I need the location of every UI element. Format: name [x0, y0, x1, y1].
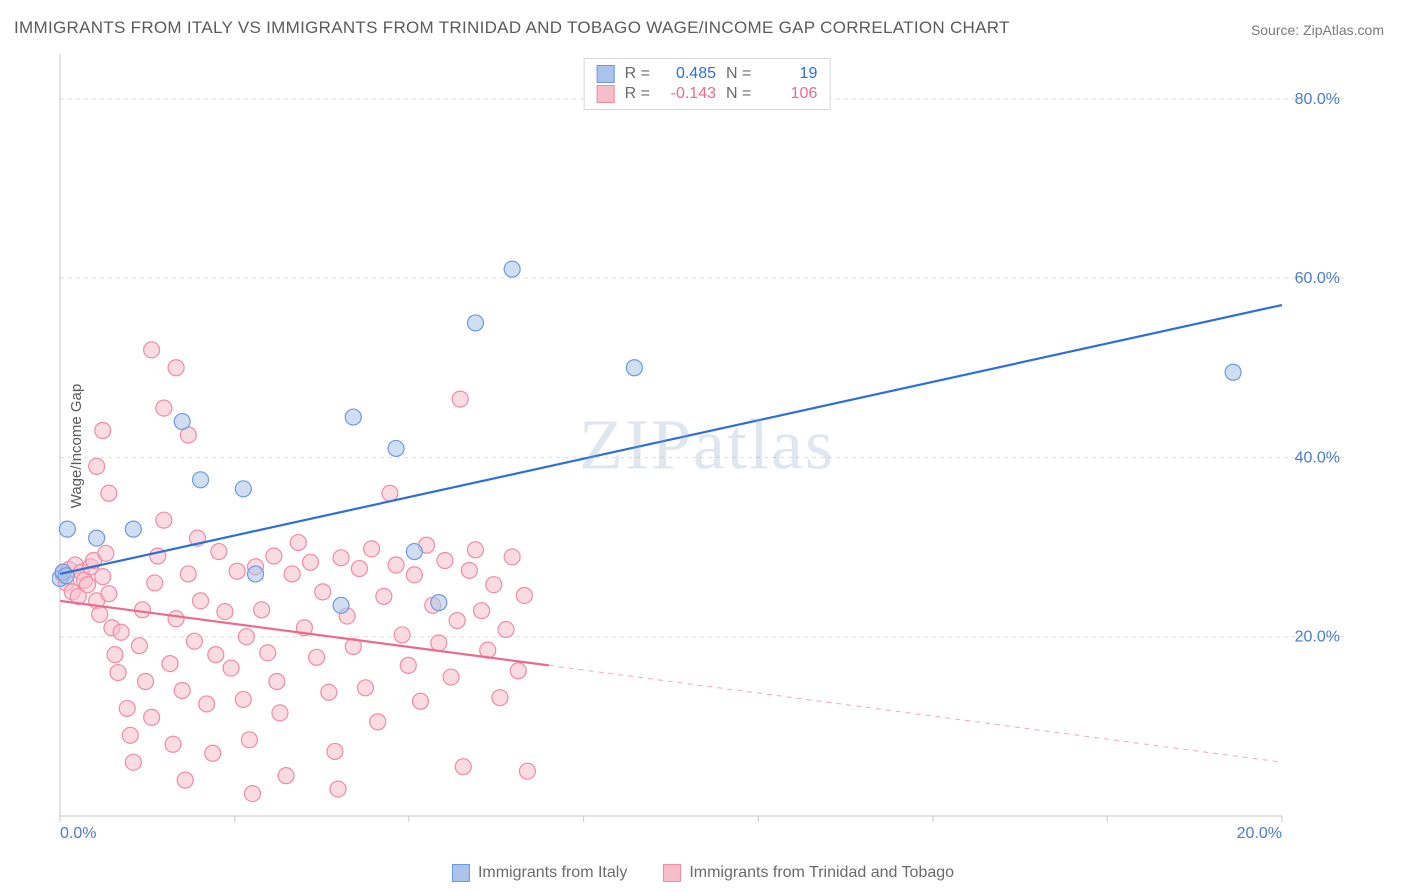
r-label: R =	[625, 85, 650, 103]
r-value: -0.143	[660, 85, 716, 103]
x-legend: Immigrants from Italy Immigrants from Tr…	[452, 864, 954, 882]
xlegend-label: Immigrants from Italy	[478, 864, 627, 882]
chart-title: IMMIGRANTS FROM ITALY VS IMMIGRANTS FROM…	[14, 18, 1010, 38]
chart-svg: 20.0% 40.0% 60.0% 80.0% 0.0% 20.0%	[52, 46, 1362, 844]
source-attribution: Source: ZipAtlas.com	[1251, 22, 1384, 38]
xlegend-label: Immigrants from Trinidad and Tobago	[689, 864, 954, 882]
n-label: N =	[726, 85, 751, 103]
svg-text:40.0%: 40.0%	[1295, 449, 1340, 466]
svg-text:80.0%: 80.0%	[1295, 91, 1340, 108]
svg-text:20.0%: 20.0%	[1237, 825, 1282, 842]
n-value: 106	[761, 85, 817, 103]
n-label: N =	[726, 65, 751, 83]
svg-text:60.0%: 60.0%	[1295, 270, 1340, 287]
swatch-icon	[597, 65, 615, 83]
stats-legend: R = 0.485 N = 19 R = -0.143 N = 106	[584, 58, 831, 110]
xlegend-item-italy: Immigrants from Italy	[452, 864, 627, 882]
swatch-icon	[663, 864, 681, 882]
svg-text:20.0%: 20.0%	[1295, 629, 1340, 646]
plot-area: 20.0% 40.0% 60.0% 80.0% 0.0% 20.0% R = 0.485 …	[52, 46, 1362, 844]
swatch-icon	[452, 864, 470, 882]
r-value: 0.485	[660, 65, 716, 83]
stats-row-trinidad: R = -0.143 N = 106	[597, 84, 818, 104]
xlegend-item-trinidad: Immigrants from Trinidad and Tobago	[663, 864, 954, 882]
stats-row-italy: R = 0.485 N = 19	[597, 64, 818, 84]
n-value: 19	[761, 65, 817, 83]
svg-text:0.0%: 0.0%	[60, 825, 96, 842]
swatch-icon	[597, 85, 615, 103]
r-label: R =	[625, 65, 650, 83]
